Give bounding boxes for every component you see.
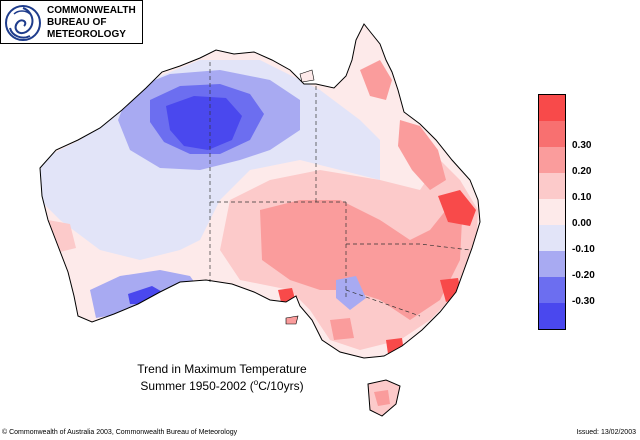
melville-island [299, 69, 315, 83]
legend-swatch [539, 225, 565, 251]
title-line-2-suffix: C/10yrs) [258, 379, 304, 393]
legend-swatch [539, 277, 565, 303]
legend-label: -0.10 [572, 244, 595, 255]
legend-swatch [539, 147, 565, 173]
logo-line-2: BUREAU OF [47, 17, 107, 28]
legend-swatch [539, 303, 565, 329]
title-line-2: Summer 1950-2002 (oC/10yrs) [112, 376, 332, 393]
legend-swatch [539, 95, 565, 121]
bom-logo: COMMONWEALTH BUREAU OF METEOROLOGY [0, 0, 143, 44]
legend-label: -0.20 [572, 270, 595, 281]
legend-swatch [539, 173, 565, 199]
copyright-text: © Commonwealth of Australia 2003, Common… [2, 429, 238, 436]
legend-label: 0.00 [572, 218, 592, 229]
issued-date: Issued: 13/02/2003 [576, 429, 636, 436]
legend-swatch [539, 199, 565, 225]
kangaroo-island [285, 315, 299, 325]
title-degree-sup: o [253, 378, 259, 387]
tasmania-warm-core [374, 390, 390, 406]
legend-label: -0.30 [572, 296, 595, 307]
map-title: Trend in Maximum Temperature Summer 1950… [112, 362, 332, 393]
logo-line-3: METEOROLOGY [47, 29, 126, 40]
murray-cool-spot [336, 276, 366, 310]
title-line-2-prefix: Summer 1950-2002 ( [140, 379, 254, 393]
below-minus-0-3-region [166, 96, 242, 150]
legend-label: 0.10 [572, 192, 592, 203]
legend-label: 0.30 [572, 140, 592, 151]
state-borders [209, 62, 471, 317]
west-coast-warm [48, 220, 76, 252]
se-qld-hot-core [438, 190, 476, 226]
legend-swatch [539, 121, 565, 147]
logo-line-1: COMMONWEALTH [47, 5, 136, 16]
legend-colorbar [538, 94, 566, 330]
vic-warm-spot [330, 318, 354, 340]
nsw-vic-border [345, 289, 421, 317]
cape-york-warm [360, 60, 392, 100]
qld-nsw-border [346, 243, 471, 251]
title-line-1: Trend in Maximum Temperature [137, 362, 307, 376]
plus-0-2-region [260, 200, 462, 320]
bom-swirl-icon [5, 5, 41, 41]
legend-label: 0.20 [572, 166, 592, 177]
legend-swatch [539, 251, 565, 277]
qld-coast-warm [398, 120, 446, 190]
